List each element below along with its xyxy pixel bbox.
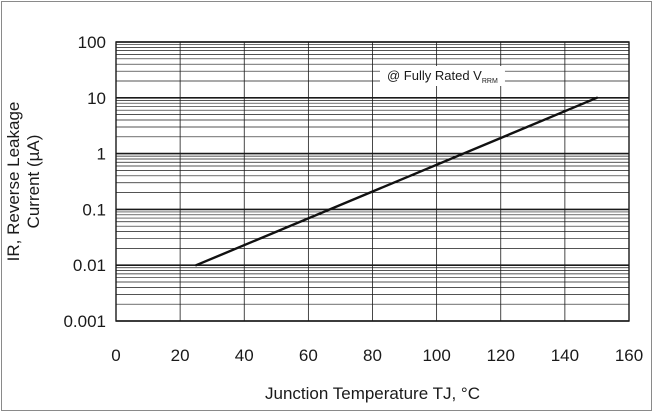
annotation-main: @ Fully Rated V (387, 68, 482, 83)
x-tick-label: 160 (615, 346, 643, 365)
x-tick-label: 100 (422, 346, 450, 365)
y-axis-label-line2: Current (µA) (24, 135, 43, 229)
y-tick-label: 1 (97, 145, 106, 164)
x-tick-label: 0 (111, 346, 120, 365)
series-group (194, 96, 599, 267)
plot-area-border (115, 41, 630, 322)
y-tick-label: 0.01 (73, 256, 106, 275)
x-tick-label: 120 (487, 346, 515, 365)
y-axis-label-line1: IR, Reverse Leakage (4, 102, 23, 262)
y-tick-label: 100 (78, 33, 106, 52)
y-tick-label: 10 (87, 89, 106, 108)
y-tick-label: 0.001 (63, 312, 106, 331)
y-tick-label: 0.1 (82, 200, 106, 219)
annotation-subscript: RRM (482, 78, 498, 85)
x-tick-label: 60 (299, 346, 318, 365)
x-tick-labels: 0 20 40 60 80 100 120 140 160 (111, 346, 643, 365)
series-line-0 (194, 96, 599, 267)
annotation: @ Fully Rated VRRM (380, 66, 505, 86)
annotation-background (380, 66, 505, 86)
x-axis-label: Junction Temperature TJ, °C (265, 384, 480, 403)
x-tick-label: 20 (171, 346, 190, 365)
x-tick-label: 80 (363, 346, 382, 365)
x-tick-label: 40 (235, 346, 254, 365)
x-tick-label: 140 (551, 346, 579, 365)
annotation-text: @ Fully Rated VRRM (387, 68, 498, 85)
grid-vertical (115, 42, 630, 321)
y-tick-labels: 0.001 0.01 0.1 1 10 100 (63, 33, 106, 331)
